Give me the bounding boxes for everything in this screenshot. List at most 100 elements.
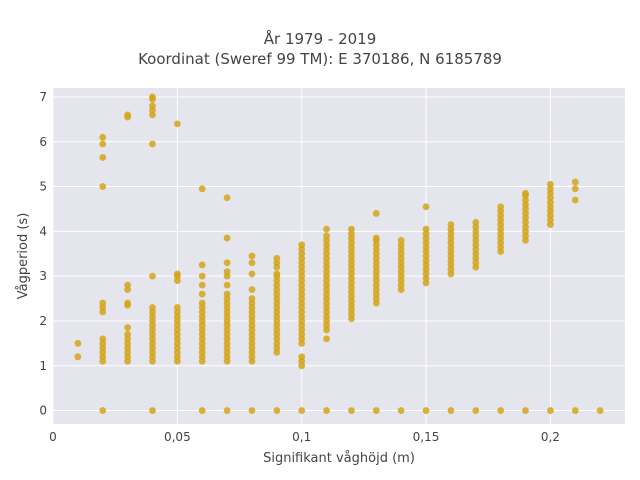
data-point xyxy=(223,281,231,289)
data-point xyxy=(124,331,132,338)
data-point xyxy=(173,270,181,278)
data-point xyxy=(422,225,430,233)
data-point xyxy=(149,407,156,414)
data-point xyxy=(472,219,480,226)
data-point xyxy=(223,290,231,298)
data-point xyxy=(248,270,256,278)
data-point xyxy=(323,232,330,240)
data-point xyxy=(198,407,206,414)
data-point xyxy=(422,407,430,414)
data-point xyxy=(198,299,206,307)
data-point xyxy=(522,189,529,197)
x-tick-label: 0,2 xyxy=(541,430,560,444)
data-point xyxy=(248,295,256,302)
data-point xyxy=(198,281,206,289)
data-point xyxy=(298,353,306,361)
data-point xyxy=(198,272,206,280)
data-point xyxy=(273,254,281,262)
data-point xyxy=(198,261,206,269)
data-point xyxy=(323,225,330,233)
data-point xyxy=(124,111,132,119)
data-point xyxy=(223,268,231,276)
data-point xyxy=(74,339,82,347)
y-tick-label: 6 xyxy=(39,135,47,149)
data-points xyxy=(74,93,604,414)
data-point xyxy=(124,299,132,307)
data-point xyxy=(571,407,579,414)
data-point xyxy=(74,353,82,361)
y-axis-title: Vågperiod (s) xyxy=(16,213,31,300)
data-point xyxy=(99,407,107,414)
x-tick-label: 0,05 xyxy=(164,430,191,444)
data-point xyxy=(522,407,529,414)
y-tick-label: 4 xyxy=(39,224,47,238)
plot-area xyxy=(53,88,625,424)
y-tick-label: 1 xyxy=(39,359,47,373)
data-point xyxy=(273,407,281,414)
data-point xyxy=(298,407,306,414)
data-point xyxy=(99,140,107,148)
data-point xyxy=(348,407,355,414)
data-point xyxy=(223,407,231,414)
data-point xyxy=(447,407,455,414)
y-tick-label: 0 xyxy=(39,404,47,418)
data-point xyxy=(397,407,405,414)
data-point xyxy=(173,120,181,128)
data-point xyxy=(323,335,330,343)
data-point xyxy=(149,140,156,148)
data-point xyxy=(546,407,554,414)
data-point xyxy=(571,185,579,193)
data-point xyxy=(571,196,579,204)
data-point xyxy=(372,234,380,242)
x-tick-label: 0,15 xyxy=(413,430,440,444)
data-point xyxy=(248,259,256,267)
data-point xyxy=(248,407,256,414)
data-point xyxy=(248,286,256,293)
data-point xyxy=(99,133,107,141)
data-point xyxy=(397,236,405,244)
data-point xyxy=(497,203,505,211)
y-tick-label: 3 xyxy=(39,269,47,283)
x-tick-labels: 0 0,05 0,1 0,15 0,2 xyxy=(49,430,560,444)
data-point xyxy=(273,270,281,278)
data-point xyxy=(298,241,306,249)
data-point xyxy=(223,234,231,242)
chart-title-line1: År 1979 - 2019 xyxy=(263,30,377,48)
data-point xyxy=(124,281,132,289)
data-point xyxy=(99,154,107,161)
data-point xyxy=(497,407,505,414)
x-tick-label: 0 xyxy=(49,430,57,444)
data-point xyxy=(422,203,430,211)
chart-title-line2: Koordinat (Sweref 99 TM): E 370186, N 61… xyxy=(138,50,502,68)
data-point xyxy=(124,324,132,332)
data-point xyxy=(223,194,231,202)
data-point xyxy=(149,93,156,101)
data-point xyxy=(472,407,480,414)
data-point xyxy=(248,252,256,260)
data-point xyxy=(173,304,181,311)
y-tick-labels: 0 1 2 3 4 5 6 7 xyxy=(39,90,47,418)
x-axis-title: Signifikant våghöjd (m) xyxy=(263,451,415,466)
data-point xyxy=(198,185,206,193)
data-point xyxy=(372,407,380,414)
data-point xyxy=(99,183,107,190)
y-tick-label: 2 xyxy=(39,314,47,328)
y-tick-label: 5 xyxy=(39,180,47,194)
x-tick-label: 0,1 xyxy=(292,430,311,444)
data-point xyxy=(149,102,156,110)
data-point xyxy=(99,335,107,343)
data-point xyxy=(198,290,206,298)
data-point xyxy=(546,180,554,188)
data-point xyxy=(323,407,330,414)
data-point xyxy=(223,259,231,267)
y-tick-label: 7 xyxy=(39,90,47,104)
grid xyxy=(52,88,625,424)
data-point xyxy=(99,299,107,307)
data-point xyxy=(447,221,455,229)
data-point xyxy=(149,304,156,311)
data-point xyxy=(372,210,380,217)
data-point xyxy=(149,272,156,280)
data-point xyxy=(348,225,355,233)
data-point xyxy=(571,178,579,186)
